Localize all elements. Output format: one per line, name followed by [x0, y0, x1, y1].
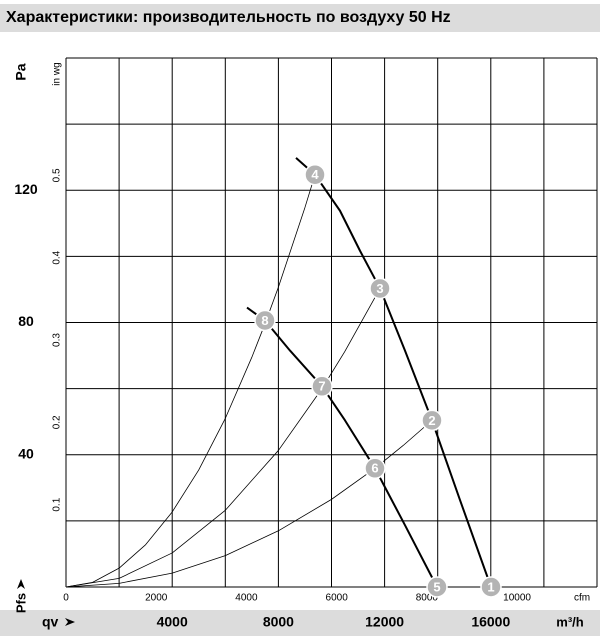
x2-tick-label: 10000 [503, 593, 531, 604]
operating-point [304, 163, 326, 186]
y2-tick-label: 0.4 [52, 250, 63, 264]
operating-point [421, 409, 443, 432]
point-label: 2 [428, 413, 435, 428]
point-label: 5 [433, 579, 440, 594]
x-tick-label: 8000 [263, 614, 294, 630]
operating-point [426, 576, 448, 598]
operating-point [480, 576, 502, 598]
x-arrow [65, 618, 75, 626]
operating-point [311, 375, 333, 398]
x-tick-label: 16000 [471, 614, 510, 630]
x-tick-label: 4000 [157, 614, 188, 630]
y2-tick-label: 0.5 [52, 168, 63, 182]
y2-tick-label: 0.3 [52, 333, 63, 347]
y-label: Pfs [13, 593, 28, 613]
point-label: 7 [318, 379, 325, 394]
y-tick-label: 40 [18, 445, 34, 461]
y2-tick-label: 0.1 [52, 497, 63, 511]
x2-tick-label: 8000 [416, 593, 439, 604]
x-unit: m³/h [556, 614, 584, 629]
bottom-bar [0, 610, 600, 636]
y2-label: in wg [52, 62, 63, 85]
x2-tick-label: 6000 [326, 593, 349, 604]
y-tick-label: 80 [18, 313, 34, 329]
y-tick-label: 120 [14, 181, 38, 197]
point-label: 4 [311, 167, 319, 182]
operating-point [254, 309, 276, 332]
x-label: qv [42, 614, 59, 630]
x2-tick-label: 0 [63, 593, 69, 604]
title-bar [0, 4, 600, 32]
chart-title: Характеристики: производительность по во… [6, 9, 451, 26]
curve [65, 288, 381, 588]
curve [65, 420, 433, 588]
x2-tick-label: 4000 [235, 593, 258, 604]
point-label: 3 [376, 281, 383, 296]
x2-tick-label: 2000 [145, 593, 168, 604]
y-arrow [17, 579, 25, 589]
x-tick-label: 12000 [365, 614, 404, 630]
x2-label: cfm [574, 593, 590, 604]
point-label: 1 [487, 579, 494, 594]
curve [295, 157, 492, 588]
curve [246, 306, 438, 588]
y-unit: Pa [13, 63, 29, 80]
operating-point [364, 457, 386, 480]
y2-tick-label: 0.2 [52, 415, 63, 429]
curve [65, 174, 316, 588]
point-label: 8 [261, 313, 268, 328]
point-label: 6 [371, 461, 378, 476]
operating-point [369, 277, 391, 300]
